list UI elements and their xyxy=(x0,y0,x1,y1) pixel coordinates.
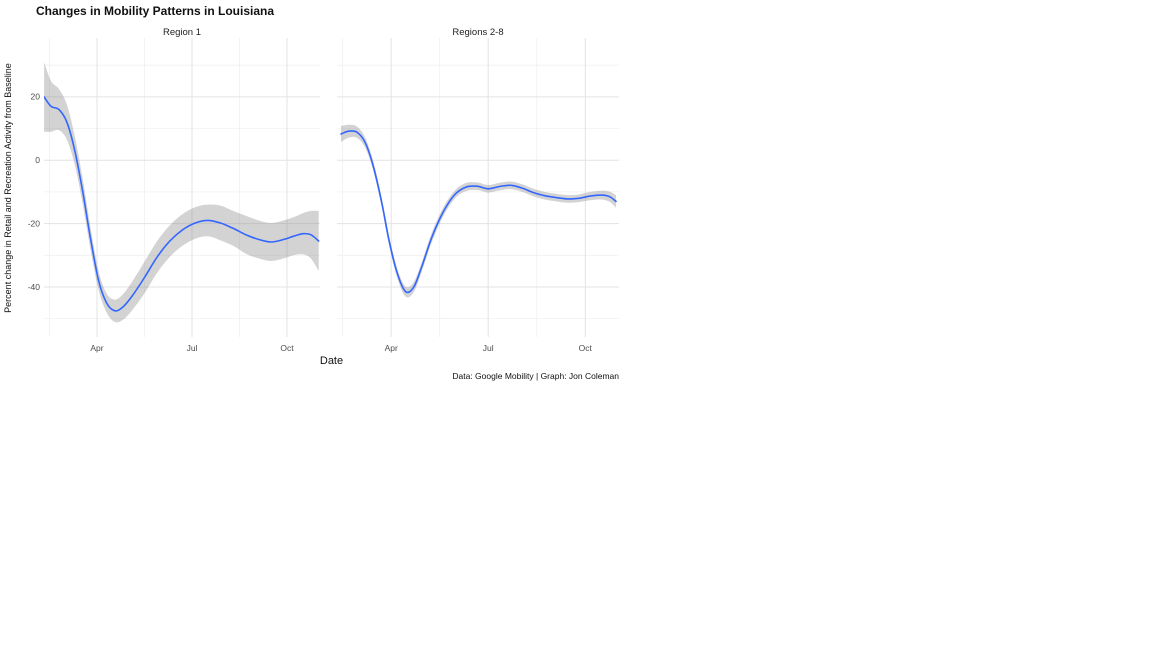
y-tick-label: 0 xyxy=(35,155,40,165)
x-tick-label: Jul xyxy=(483,343,494,353)
x-axis-label: Date xyxy=(319,355,344,367)
x-tick-label: Oct xyxy=(579,343,593,353)
facet-title-regions-2-8: Regions 2-8 xyxy=(452,27,504,38)
y-tick-label: 20 xyxy=(31,92,41,102)
chart-title: Changes in Mobility Patterns in Louisian… xyxy=(36,4,275,18)
confidence-ribbon-regions-2-8 xyxy=(341,124,616,298)
y-tick-label: -20 xyxy=(28,218,41,228)
smooth-line-region-1 xyxy=(44,96,320,312)
facet-title-region-1: Region 1 xyxy=(162,27,202,38)
caption: Data: Google Mobility | Graph: Jon Colem… xyxy=(452,371,619,381)
smooth-line-regions-2-8 xyxy=(340,130,617,294)
x-tick-label: Oct xyxy=(280,343,294,353)
x-tick-label: Apr xyxy=(385,343,398,353)
x-tick-label: Jul xyxy=(187,343,198,353)
y-tick-label: -40 xyxy=(28,282,41,292)
plot-area: Apr Jul Oct Apr Jul Oct 20 0 -20 -40 xyxy=(28,38,619,353)
x-tick-label: Apr xyxy=(90,343,103,353)
